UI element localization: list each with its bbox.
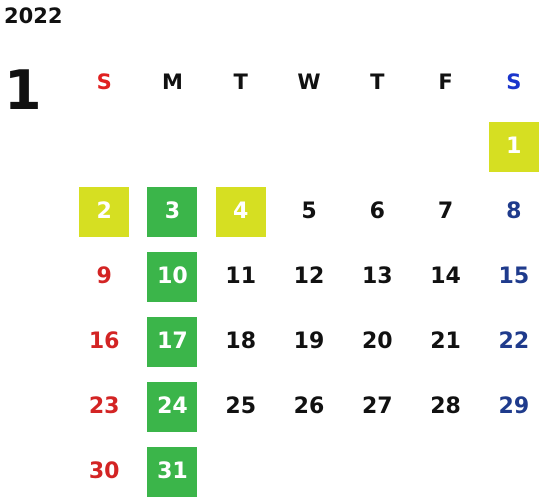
day-cell: 23 <box>70 374 138 439</box>
day-cell: 15 <box>480 244 548 309</box>
day-number[interactable]: 15 <box>498 264 530 289</box>
week-row: 1 <box>70 114 548 179</box>
week-row: 16 17 18 19 20 21 22 <box>70 309 548 374</box>
day-number[interactable]: 5 <box>301 199 317 224</box>
day-cell: 21 <box>411 309 479 374</box>
weekday-header: S M T W T F S <box>70 50 548 114</box>
day-number[interactable]: 18 <box>225 329 257 354</box>
day-number[interactable]: 21 <box>430 329 461 354</box>
day-cell: 17 <box>138 309 206 374</box>
day-number[interactable]: 4 <box>215 186 266 237</box>
day-cell <box>70 114 138 179</box>
day-number[interactable]: 1 <box>488 121 539 172</box>
day-number[interactable]: 11 <box>225 264 257 289</box>
weekday-thursday: T <box>370 70 385 94</box>
weekday-tuesday: T <box>233 70 248 94</box>
day-cell <box>138 114 206 179</box>
day-number[interactable]: 30 <box>88 459 120 484</box>
day-cell: 26 <box>275 374 343 439</box>
day-number[interactable]: 3 <box>147 186 198 237</box>
day-cell: 8 <box>480 179 548 244</box>
day-number[interactable]: 20 <box>361 329 393 354</box>
weekday-monday: M <box>161 70 183 94</box>
day-cell <box>411 439 479 504</box>
day-number[interactable]: 12 <box>293 264 325 289</box>
day-cell: 20 <box>343 309 411 374</box>
day-cell: 5 <box>275 179 343 244</box>
day-cell: 24 <box>138 374 206 439</box>
day-number[interactable]: 26 <box>293 394 325 419</box>
day-cell: 25 <box>207 374 275 439</box>
day-cell: 22 <box>480 309 548 374</box>
day-number[interactable]: 13 <box>361 264 393 289</box>
day-cell <box>343 114 411 179</box>
day-cell: 27 <box>343 374 411 439</box>
day-cell: 14 <box>411 244 479 309</box>
day-cell: 2 <box>70 179 138 244</box>
weekday-sunday: S <box>96 70 112 94</box>
weekday-wednesday: W <box>297 70 321 94</box>
day-cell: 10 <box>138 244 206 309</box>
day-cell: 13 <box>343 244 411 309</box>
day-number[interactable]: 16 <box>88 329 120 354</box>
day-number[interactable]: 2 <box>79 186 130 237</box>
weeks-container: 1 2 3 4 5 6 7 8 9 10 11 12 13 14 15 16 17 18 19 20 21 22 23 24 2… <box>70 114 548 504</box>
year-label: 2022 <box>4 4 63 28</box>
week-row: 30 31 <box>70 439 548 504</box>
day-cell: 6 <box>343 179 411 244</box>
day-number[interactable]: 14 <box>430 264 461 289</box>
day-cell <box>207 114 275 179</box>
day-number[interactable]: 24 <box>147 381 198 432</box>
day-number[interactable]: 25 <box>225 394 257 419</box>
weekday-friday: F <box>438 70 453 94</box>
day-cell: 12 <box>275 244 343 309</box>
day-number[interactable]: 8 <box>506 199 522 224</box>
day-number[interactable]: 23 <box>88 394 120 419</box>
day-number[interactable]: 6 <box>369 199 385 224</box>
day-number[interactable]: 28 <box>430 394 461 419</box>
day-number[interactable]: 22 <box>498 329 530 354</box>
day-number[interactable]: 29 <box>498 394 530 419</box>
day-cell: 16 <box>70 309 138 374</box>
day-cell <box>275 114 343 179</box>
calendar-grid: S M T W T F S 1 2 3 4 5 6 7 8 9 10 11 12 13 14 15 16 17 1… <box>70 50 548 504</box>
day-cell: 11 <box>207 244 275 309</box>
day-cell <box>411 114 479 179</box>
day-cell: 30 <box>70 439 138 504</box>
day-cell: 29 <box>480 374 548 439</box>
day-cell <box>275 439 343 504</box>
month-number: 1 <box>4 59 42 122</box>
day-cell <box>343 439 411 504</box>
day-cell: 28 <box>411 374 479 439</box>
day-number[interactable]: 10 <box>147 251 198 302</box>
day-cell: 9 <box>70 244 138 309</box>
day-cell <box>480 439 548 504</box>
day-cell: 1 <box>480 114 548 179</box>
day-number[interactable]: 17 <box>147 316 198 367</box>
weekday-saturday: S <box>506 70 522 94</box>
day-cell <box>207 439 275 504</box>
day-cell: 4 <box>207 179 275 244</box>
day-cell: 19 <box>275 309 343 374</box>
day-number[interactable]: 7 <box>437 199 454 224</box>
week-row: 23 24 25 26 27 28 29 <box>70 374 548 439</box>
day-number[interactable]: 9 <box>96 264 112 289</box>
week-row: 9 10 11 12 13 14 15 <box>70 244 548 309</box>
day-cell: 31 <box>138 439 206 504</box>
day-number[interactable]: 27 <box>361 394 393 419</box>
day-cell: 18 <box>207 309 275 374</box>
day-cell: 7 <box>411 179 479 244</box>
day-number[interactable]: 19 <box>293 329 325 354</box>
day-number[interactable]: 31 <box>147 446 198 497</box>
day-cell: 3 <box>138 179 206 244</box>
